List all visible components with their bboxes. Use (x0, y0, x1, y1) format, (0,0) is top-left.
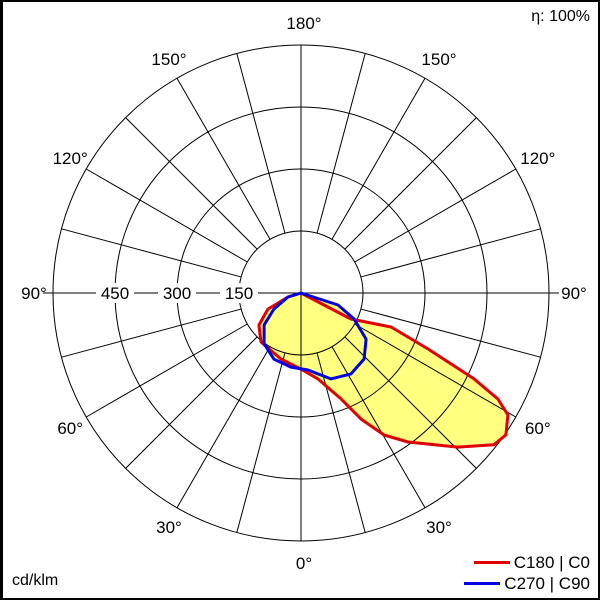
grid-spoke-15 (316, 352, 366, 533)
grid-spoke-210 (176, 77, 271, 240)
angle-label: 60° (525, 419, 551, 438)
grid-spoke-345 (236, 352, 286, 533)
legend-swatch-red (473, 561, 510, 564)
angle-label: 30° (426, 518, 452, 537)
grid-spoke-75 (360, 308, 541, 358)
legend-item-c270-c90: C270 | C90 (464, 573, 590, 594)
angle-label: 120° (520, 149, 555, 168)
radial-tick-label: 150 (225, 284, 253, 303)
radial-tick-label: 300 (163, 284, 191, 303)
angle-label: 60° (57, 419, 83, 438)
series-line-0 (257, 291, 510, 449)
legend-label: C180 | C0 (513, 553, 590, 572)
angle-label: 180° (286, 14, 321, 33)
unit-label: cd/klm (12, 572, 59, 589)
legend-swatch-blue (464, 582, 501, 585)
angle-label: 120° (53, 149, 88, 168)
angle-label: 90° (21, 284, 47, 303)
grid-spoke-255 (61, 228, 242, 278)
radial-tick-label: 450 (101, 284, 129, 303)
tick-label-bg (96, 283, 134, 303)
angle-label: 150° (151, 50, 186, 69)
angle-label: 90° (561, 284, 587, 303)
angle-label: 150° (421, 50, 456, 69)
legend-label: C270 | C90 (504, 574, 590, 593)
legend: C180 | C0 C270 | C90 (464, 552, 590, 594)
tick-label-bg (220, 283, 258, 303)
grid-spoke-105 (360, 228, 541, 278)
grid-spoke-150 (331, 77, 426, 240)
grid-spoke-60 (354, 323, 517, 418)
grid-spoke-165 (316, 53, 366, 234)
series-line-1 (262, 291, 368, 381)
grid-spoke-330 (176, 346, 271, 509)
grid-spoke-225 (125, 117, 258, 250)
grid-spoke-195 (236, 53, 286, 234)
angle-label: 0° (296, 554, 312, 573)
efficiency-label: η: 100% (531, 8, 590, 25)
grid-spoke-240 (85, 168, 248, 263)
grid-spoke-315 (125, 336, 258, 469)
grid-spoke-120 (354, 168, 517, 263)
tick-label-bg (158, 283, 196, 303)
legend-item-c180-c0: C180 | C0 (464, 552, 590, 573)
angle-label: 30° (156, 518, 182, 537)
grid-spoke-300 (85, 323, 248, 418)
grid-spoke-285 (61, 308, 242, 358)
polar-plot: 150 300 450 180° 150° 150° 120° 120° 90° 90° 60° 60… (21, 14, 587, 573)
grid-spoke-135 (344, 117, 477, 250)
